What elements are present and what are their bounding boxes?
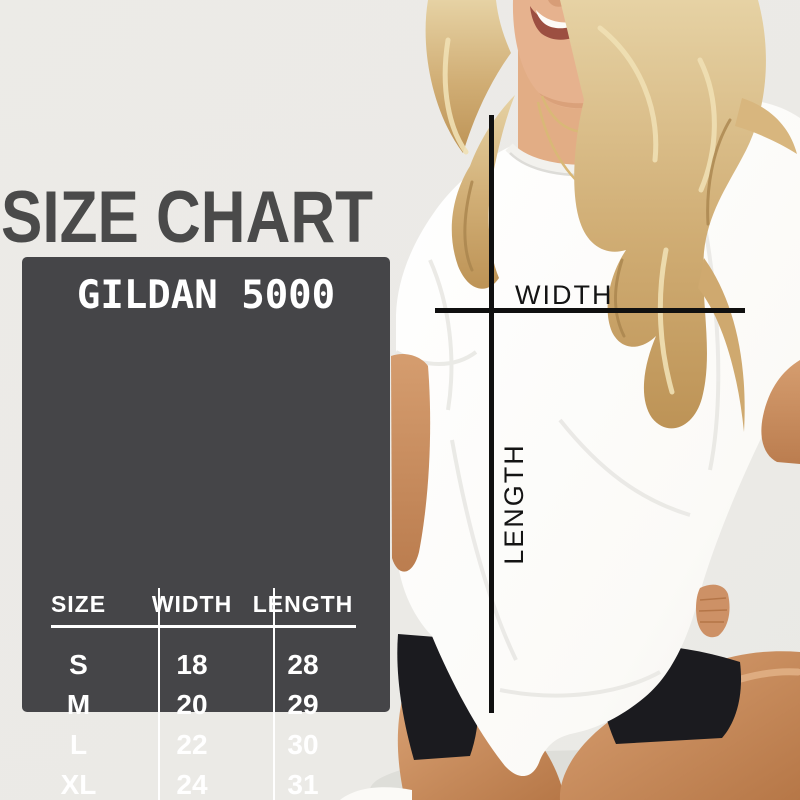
size-cell: S	[69, 649, 88, 680]
width-cell: 24	[176, 769, 208, 800]
table-row: S 18 28	[22, 645, 357, 685]
length-cell: 30	[287, 729, 319, 760]
column-header-size: SIZE	[50, 590, 107, 617]
size-table-panel: GILDAN 5000 SIZE WIDTH LENGTH S 18 28 M …	[22, 257, 390, 800]
width-cell: 22	[176, 729, 208, 760]
header-underline	[51, 625, 356, 628]
length-cell: 29	[287, 689, 319, 720]
column-divider	[158, 588, 160, 800]
width-label: WIDTH	[515, 280, 614, 310]
table-row: L 22 30	[22, 725, 357, 765]
size-cell: L	[69, 729, 88, 760]
size-cell: M	[66, 689, 91, 720]
hair	[425, 0, 797, 432]
table-header-row: SIZE WIDTH LENGTH	[22, 585, 357, 623]
width-cell: 20	[176, 689, 208, 720]
left-forearm	[391, 354, 431, 572]
right-arm	[761, 360, 800, 464]
length-cell: 28	[287, 649, 319, 680]
width-measurement-line	[435, 308, 745, 313]
length-measurement-line	[489, 115, 494, 713]
column-header-width: WIDTH	[151, 590, 233, 617]
width-cell: 18	[176, 649, 208, 680]
page-title: SIZE CHART	[1, 177, 373, 259]
length-cell: 31	[287, 769, 319, 800]
column-header-length: LENGTH	[252, 590, 354, 617]
product-name: GILDAN 5000	[76, 273, 336, 318]
table-row: M 20 29	[22, 685, 357, 725]
size-cell: XL	[60, 769, 97, 800]
column-divider	[273, 588, 275, 800]
length-label: LENGTH	[499, 443, 529, 565]
table-row: XL 24 31	[22, 765, 357, 800]
shirt-tail-tip	[340, 787, 412, 800]
